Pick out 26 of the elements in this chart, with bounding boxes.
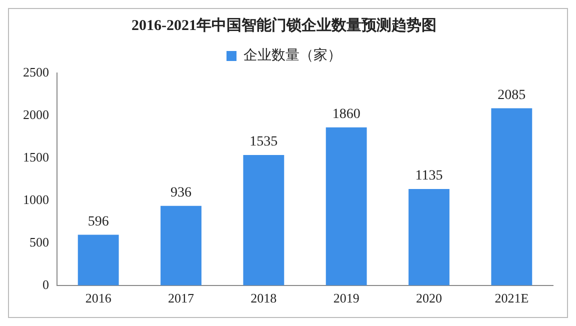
bar — [160, 206, 202, 286]
y-tick-label: 1000 — [23, 192, 49, 207]
bar — [408, 188, 450, 286]
data-label: 1535 — [250, 134, 278, 150]
bar — [491, 108, 532, 286]
bar — [326, 127, 367, 286]
y-tick-label: 500 — [30, 234, 49, 250]
y-tick-label: 2500 — [23, 64, 49, 80]
y-tick-label: 0 — [42, 276, 49, 292]
bar — [78, 234, 119, 286]
x-tick-label: 2018 — [250, 290, 277, 306]
data-label: 1860 — [332, 107, 360, 122]
data-label: 2085 — [498, 88, 526, 103]
x-tick-label: 2017 — [168, 290, 194, 306]
data-label: 1135 — [415, 168, 443, 184]
x-tick-label: 2021E — [494, 290, 529, 306]
legend-label: 企业数量（家） — [244, 48, 342, 64]
data-label: 596 — [88, 214, 109, 230]
x-tick-label: 2019 — [333, 290, 360, 306]
y-tick-label: 2000 — [23, 106, 49, 122]
bar — [243, 154, 284, 286]
data-label: 936 — [170, 186, 192, 201]
chart-title: 2016-2021年中国智能门锁企业数量预测趋势图 — [132, 16, 436, 34]
x-tick-label: 2016 — [85, 290, 112, 306]
x-tick-label: 2020 — [416, 290, 442, 306]
y-tick-label: 1500 — [23, 149, 49, 164]
